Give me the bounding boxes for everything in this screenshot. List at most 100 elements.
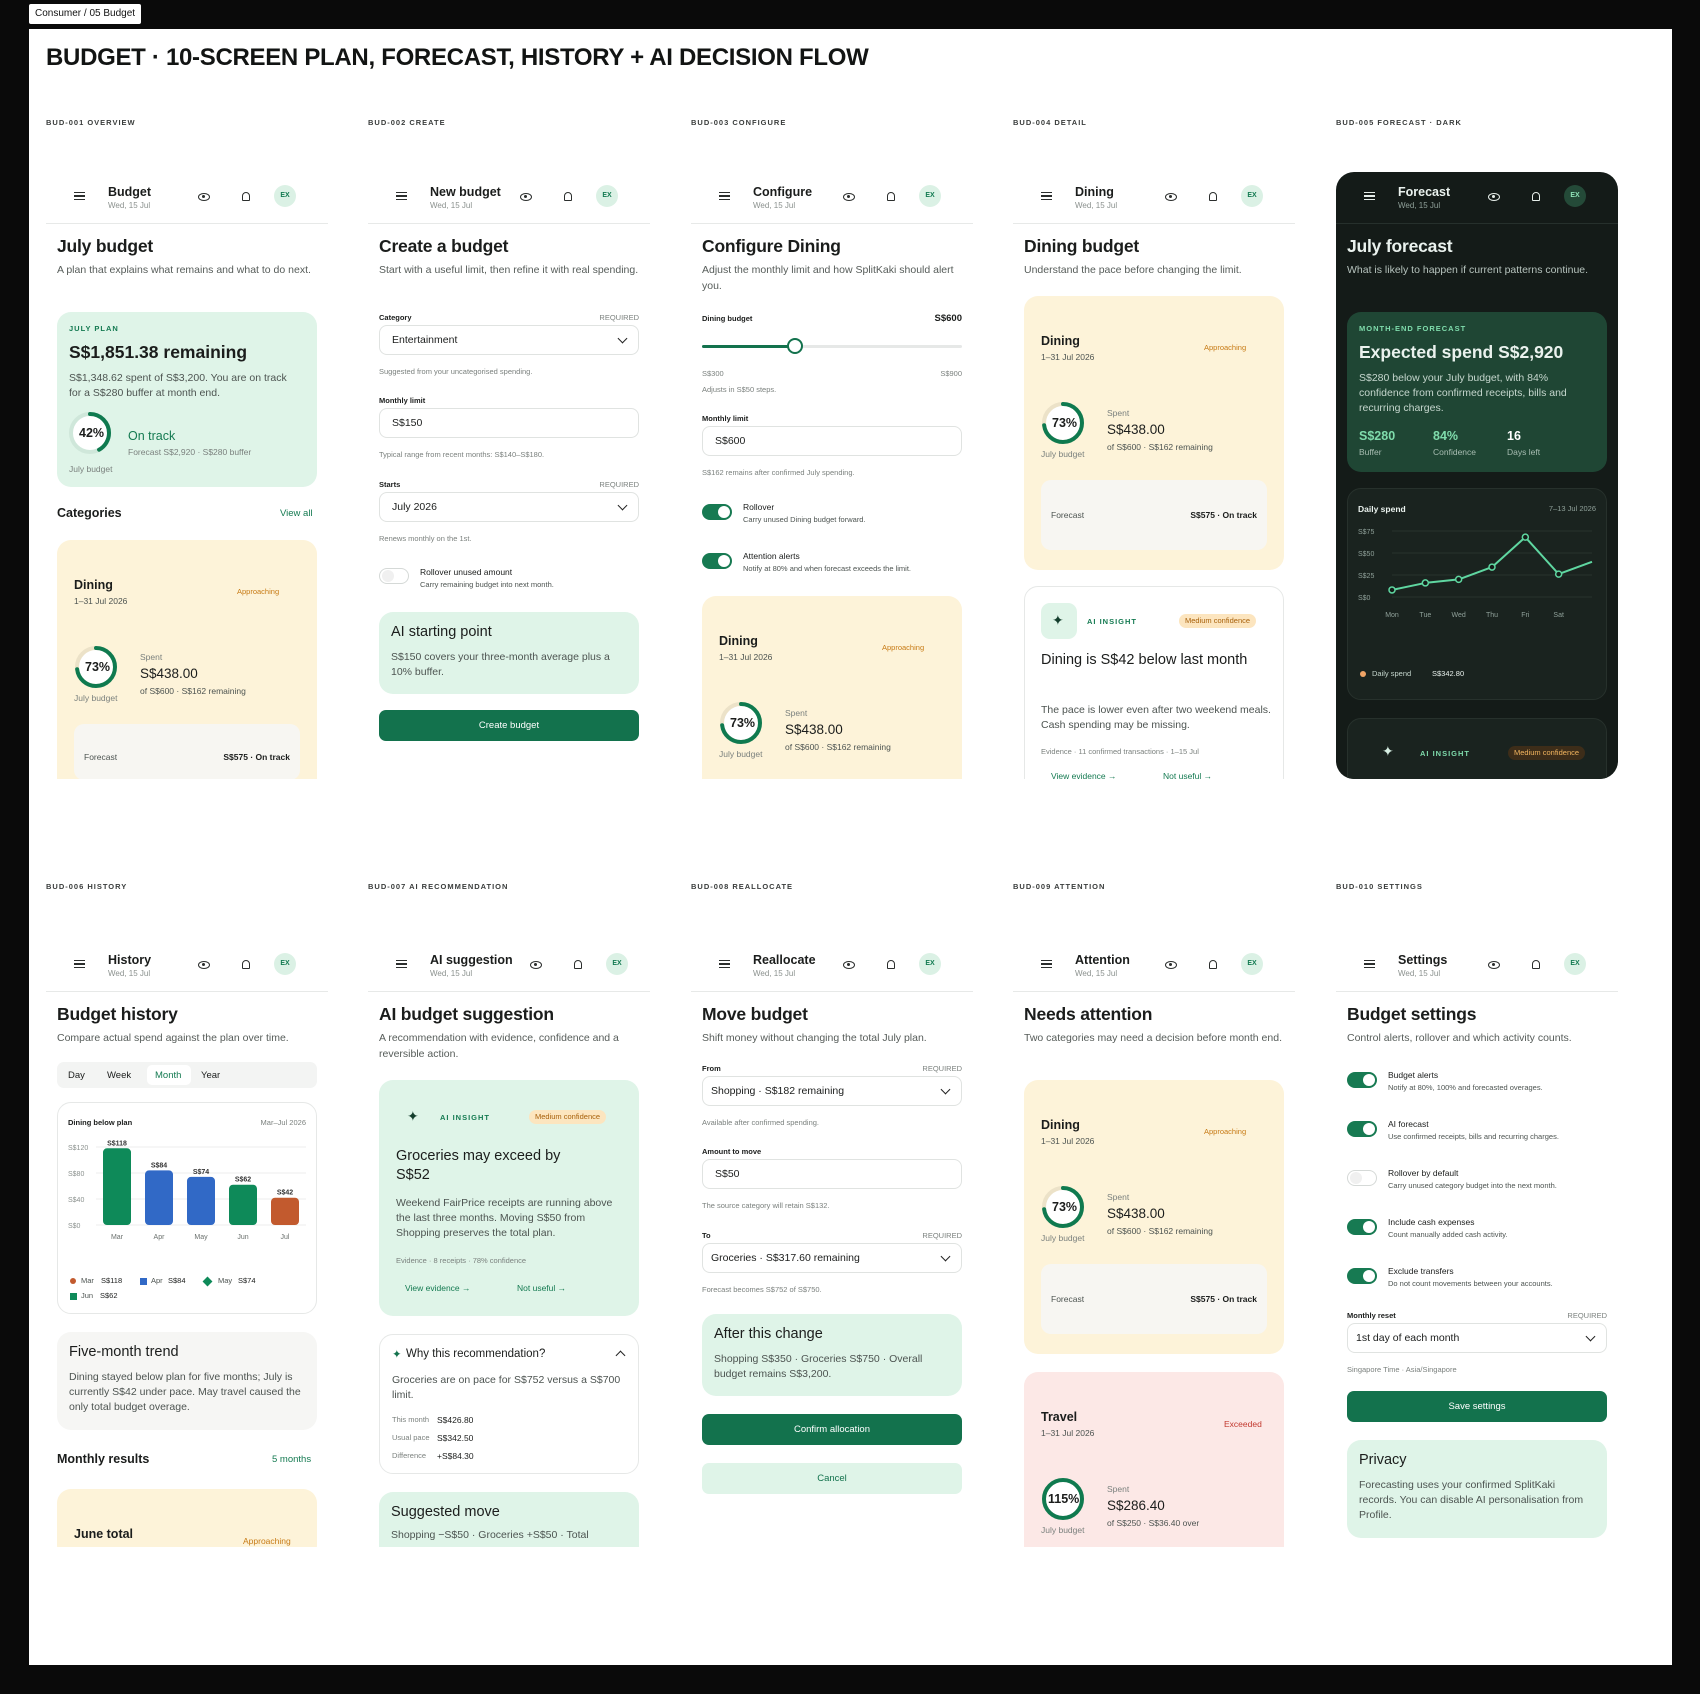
to-select[interactable]: Groceries · S$317.60 remaining [702,1243,962,1273]
bell-icon[interactable] [1532,192,1540,201]
eye-icon[interactable] [1165,961,1177,969]
chevron-up-icon[interactable] [615,1350,626,1361]
not-useful-link[interactable]: Not useful → [517,1283,567,1293]
toggle-rollover[interactable] [1347,1170,1377,1186]
amount-input[interactable]: S$50 [702,1159,962,1189]
avatar[interactable]: EX [1241,953,1263,975]
toggle-ai-forecast[interactable] [1347,1121,1377,1137]
alerts-toggle[interactable] [702,553,732,569]
view-evidence-link[interactable]: View evidence → [1051,771,1117,779]
avatar[interactable]: EX [1241,185,1263,207]
menu-icon[interactable] [1041,960,1052,968]
bell-icon[interactable] [242,192,250,201]
why-card[interactable]: ✦ Why this recommendation? Groceries are… [379,1334,639,1474]
avatar[interactable]: EX [1564,185,1586,207]
july-plan-card[interactable]: JULY PLAN S$1,851.38 remaining S$1,348.6… [57,312,317,487]
trend-card: Five-month trend Dining stayed below pla… [57,1332,317,1430]
save-settings-button[interactable]: Save settings [1347,1391,1607,1422]
legend-name: Mar [81,1276,94,1285]
slider-handle[interactable] [786,338,803,354]
eye-icon[interactable] [843,961,855,969]
dining-card[interactable]: Dining 1–31 Jul 2026 Approaching 73% Spe… [702,596,962,779]
bell-icon[interactable] [1209,960,1217,969]
avatar[interactable]: EX [606,953,628,975]
bell-icon[interactable] [1532,960,1540,969]
confidence-badge: Medium confidence [1508,746,1586,760]
dining-card[interactable]: Dining 1–31 Jul 2026 Approaching 73% Spe… [1024,296,1284,570]
toggle-include-cash[interactable] [1347,1219,1377,1235]
create-budget-button[interactable]: Create budget [379,710,639,741]
tab-day[interactable]: Day [68,1070,85,1081]
june-card[interactable]: June total Approaching [57,1489,317,1547]
avatar[interactable]: EX [274,185,296,207]
cancel-button[interactable]: Cancel [702,1463,962,1494]
menu-icon[interactable] [74,960,85,968]
menu-icon[interactable] [719,192,730,200]
toggle-exclude-transfers[interactable] [1347,1268,1377,1284]
category-select[interactable]: Entertainment [379,325,639,355]
eye-icon[interactable] [198,961,210,969]
avatar[interactable]: EX [919,185,941,207]
limit-input[interactable]: S$150 [379,408,639,438]
menu-icon[interactable] [719,960,730,968]
eye-icon[interactable] [1488,193,1500,201]
from-select[interactable]: Shopping · S$182 remaining [702,1076,962,1106]
not-useful-link[interactable]: Not useful → [1163,771,1213,779]
eye-icon[interactable] [198,193,210,201]
months-link[interactable]: 5 months [272,1454,312,1465]
slider-fill [702,345,795,348]
tab-month[interactable]: Month [155,1070,182,1081]
menu-icon[interactable] [1364,960,1375,968]
ai-insight-card[interactable]: ✦ AI INSIGHT Medium confidence Groceries… [379,1080,639,1316]
why-desc: Groceries are on pace for S$752 versus a… [392,1374,621,1401]
avatar[interactable]: EX [919,953,941,975]
toggle-sub: Count manually added cash activity. [1388,1230,1508,1239]
bell-icon[interactable] [887,960,895,969]
menu-icon[interactable] [1364,192,1375,200]
tab-year[interactable]: Year [201,1070,221,1081]
tab-week[interactable]: Week [107,1070,132,1081]
menu-icon[interactable] [74,192,85,200]
bell-icon[interactable] [574,960,582,969]
x-tick-label: Tue [1419,612,1431,619]
insight-card[interactable]: ✦ AI INSIGHT Medium confidence Dining is… [1024,586,1284,779]
rollover-toggle[interactable] [379,568,409,584]
status-badge: Approaching [243,1536,291,1546]
starts-select[interactable]: July 2026 [379,492,639,522]
eye-icon[interactable] [1165,193,1177,201]
limit-input[interactable]: S$600 [702,426,962,456]
eye-icon[interactable] [1488,961,1500,969]
eye-icon[interactable] [530,961,542,969]
menu-icon[interactable] [396,192,407,200]
dining-card[interactable]: Dining 1–31 Jul 2026 Approaching 73% Spe… [1024,1080,1284,1354]
suggested-move-card[interactable]: Suggested move Shopping −S$50 · Grocerie… [379,1492,639,1547]
travel-card[interactable]: Travel 1–31 Jul 2026 Exceeded 115% Spent… [1024,1372,1284,1547]
ring-percent: 115% [1048,1492,1080,1506]
bell-icon[interactable] [242,960,250,969]
view-all-link[interactable]: View all [280,508,313,519]
confirm-allocation-button[interactable]: Confirm allocation [702,1414,962,1445]
ai-insight-card[interactable]: ✦ AI INSIGHT Medium confidence [1347,718,1607,779]
legend-dot [1360,671,1366,677]
rollover-toggle[interactable] [702,504,732,520]
toggle-budget-alerts[interactable] [1347,1072,1377,1088]
slider-track[interactable] [702,338,962,354]
bell-icon[interactable] [1209,192,1217,201]
avatar[interactable]: EX [596,185,618,207]
menu-icon[interactable] [1041,192,1052,200]
reset-select[interactable]: 1st day of each month [1347,1323,1607,1353]
avatar[interactable]: EX [274,953,296,975]
view-evidence-link[interactable]: View evidence → [405,1283,471,1293]
bell-icon[interactable] [887,192,895,201]
dining-card[interactable]: Dining 1–31 Jul 2026 Approaching 73% Spe… [57,540,317,779]
bar [145,1170,173,1225]
menu-icon[interactable] [396,960,407,968]
bell-icon[interactable] [564,192,572,201]
stat-label: Buffer [1359,447,1382,457]
eye-icon[interactable] [843,193,855,201]
eye-icon[interactable] [520,193,532,201]
avatar[interactable]: EX [1564,953,1586,975]
header-title: Forecast [1398,185,1451,199]
of-text: of S$600 · S$162 remaining [1107,442,1213,452]
screen-title: Budget history [57,1004,178,1024]
